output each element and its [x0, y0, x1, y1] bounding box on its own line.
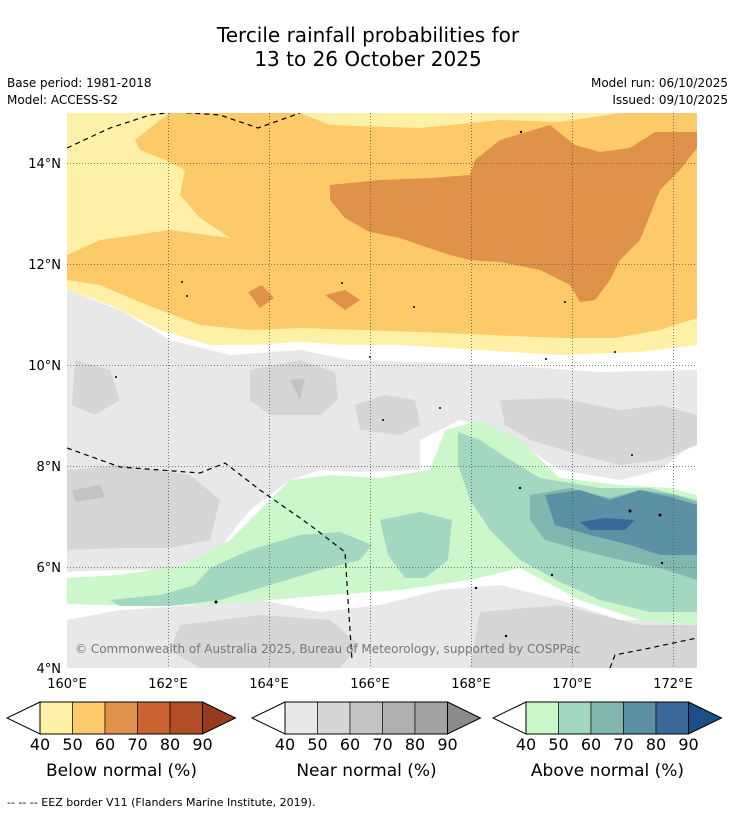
near-normal-outline [284, 701, 448, 735]
lat-tick-6n: 6°N [37, 561, 62, 576]
near-normal-min-extension [250, 701, 286, 735]
below-normal-swatch-50 [72, 701, 106, 735]
near-normal-colorbar: 40 50 60 70 80 90 [250, 701, 482, 754]
below-normal-tick-70: 70 [127, 735, 147, 754]
below-normal-colorbar: 40 50 60 70 80 90 [5, 701, 237, 754]
lon-tick-168e: 168°E [451, 677, 491, 692]
eez-border-north [67, 113, 301, 149]
below-normal-label: Below normal (%) [46, 761, 197, 781]
issued-date: Issued: 09/10/2025 [612, 93, 728, 107]
near-normal-50-region [67, 360, 697, 668]
colorbars: 40 50 60 70 80 90 40 50 60 70 80 90 40 50 60 70 80 90 [5, 701, 723, 754]
lat-tick-4n: 4°N [37, 662, 62, 677]
above-normal-50-region [110, 432, 697, 612]
eez-border-southeast [609, 637, 697, 668]
lon-tick-164e: 164°E [249, 677, 289, 692]
lon-tick-162e: 162°E [148, 677, 188, 692]
above-normal-colorbar: 40 50 60 70 80 90 [491, 701, 723, 754]
lat-tick-12n: 12°N [28, 258, 61, 273]
above-normal-swatch-40 [525, 701, 559, 735]
below-normal-tick-40: 40 [30, 735, 50, 754]
above-normal-tick-90: 90 [678, 735, 698, 754]
below-normal-swatch-70 [137, 701, 171, 735]
near-normal-swatch-60 [349, 701, 383, 735]
near-normal-label: Near normal (%) [296, 761, 437, 781]
eez-footnote: -- -- -- EEZ border V11 (Flanders Marine… [7, 796, 316, 809]
map-title-line1: Tercile rainfall probabilities for [216, 23, 520, 47]
below-normal-swatch-80 [169, 701, 203, 735]
above-normal-swatch-60 [590, 701, 624, 735]
below-normal-tick-60: 60 [95, 735, 115, 754]
above-normal-max-extension [688, 701, 723, 735]
below-normal-tick-50: 50 [62, 735, 82, 754]
model-name: Model: ACCESS-S2 [7, 93, 119, 107]
above-normal-tick-80: 80 [646, 735, 666, 754]
near-normal-tick-40: 40 [275, 735, 295, 754]
near-normal-60-region [72, 378, 305, 502]
model-run: Model run: 06/10/2025 [590, 76, 728, 90]
near-normal-tick-80: 80 [405, 735, 425, 754]
near-normal-swatch-50 [317, 701, 351, 735]
above-normal-tick-40: 40 [516, 735, 536, 754]
lon-tick-170e: 170°E [552, 677, 592, 692]
above-normal-min-extension [491, 701, 527, 735]
above-normal-tick-50: 50 [548, 735, 568, 754]
near-normal-max-extension [447, 701, 482, 735]
below-normal-swatch-60 [104, 701, 138, 735]
above-normal-outline [525, 701, 689, 735]
near-normal-tick-70: 70 [372, 735, 392, 754]
copyright-text: © Commonwealth of Australia 2025, Bureau… [75, 642, 580, 656]
above-normal-swatch-50 [558, 701, 592, 735]
lon-tick-166e: 166°E [350, 677, 390, 692]
above-normal-tick-70: 70 [613, 735, 633, 754]
below-normal-tick-80: 80 [160, 735, 180, 754]
base-period: Base period: 1981-2018 [7, 76, 152, 90]
forecast-map: 14°N 12°N 10°N 8°N 6°N 4°N 160°E 162°E 1… [28, 113, 697, 692]
map-title-line2: 13 to 26 October 2025 [254, 47, 482, 71]
eez-border-west [67, 447, 353, 661]
near-normal-swatch-80 [414, 701, 448, 735]
below-normal-60-region [248, 125, 697, 310]
below-normal-swatch-40 [39, 701, 73, 735]
near-normal-swatch-70 [382, 701, 416, 735]
above-normal-label: Above normal (%) [530, 761, 685, 781]
above-normal-tick-60: 60 [581, 735, 601, 754]
lat-tick-8n: 8°N [37, 460, 62, 475]
lat-tick-10n: 10°N [28, 359, 61, 374]
above-normal-swatch-80 [655, 701, 689, 735]
above-normal-swatch-70 [623, 701, 657, 735]
below-normal-min-extension [5, 701, 41, 735]
near-normal-tick-60: 60 [340, 735, 360, 754]
lat-tick-14n: 14°N [28, 157, 61, 172]
lon-tick-172e: 172°E [653, 677, 693, 692]
below-normal-max-extension [202, 701, 237, 735]
below-normal-tick-90: 90 [192, 735, 212, 754]
above-normal-80-region [580, 518, 635, 530]
lon-tick-160e: 160°E [47, 677, 87, 692]
near-normal-swatch-40 [284, 701, 318, 735]
below-normal-outline [39, 701, 203, 735]
near-normal-tick-90: 90 [437, 735, 457, 754]
near-normal-tick-50: 50 [307, 735, 327, 754]
